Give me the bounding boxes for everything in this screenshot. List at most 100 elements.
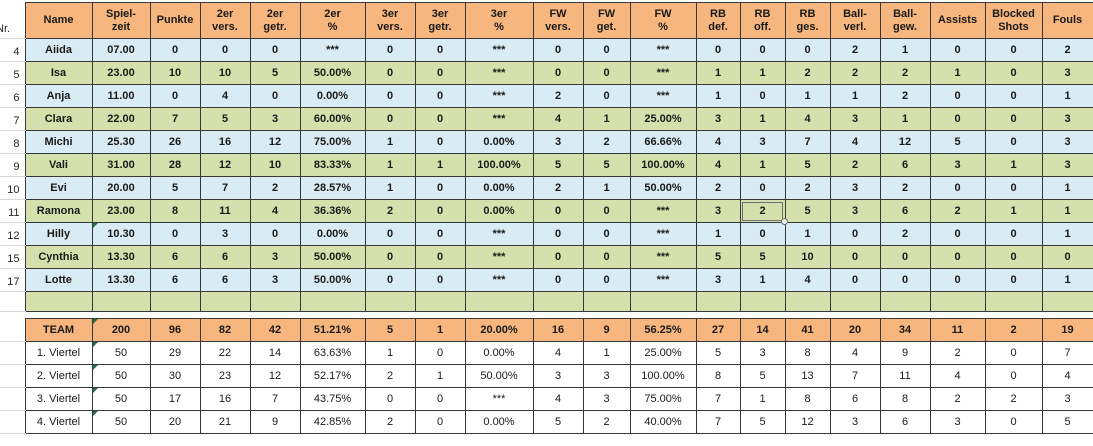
- empty-cell[interactable]: [464, 291, 534, 312]
- empty-cell[interactable]: [149, 291, 201, 312]
- stats-cell[interactable]: 4: [532, 341, 584, 365]
- row-number-cell[interactable]: 11: [0, 199, 25, 223]
- stats-cell[interactable]: 0: [784, 38, 831, 62]
- stats-cell[interactable]: 1: [582, 341, 631, 365]
- stats-cell[interactable]: 0.00%: [299, 84, 366, 108]
- stats-cell[interactable]: 0: [364, 107, 416, 131]
- empty-spacer-cell[interactable]: [25, 311, 1093, 319]
- stats-cell[interactable]: 40.00%: [629, 410, 697, 434]
- stats-cell[interactable]: 1: [364, 341, 416, 365]
- name-cell[interactable]: Cynthia: [24, 245, 93, 269]
- stats-cell[interactable]: 2: [929, 199, 986, 223]
- stats-cell[interactable]: 16: [532, 318, 584, 342]
- stats-cell[interactable]: 25.30: [91, 130, 151, 154]
- stats-cell[interactable]: 9: [249, 410, 301, 434]
- stats-cell[interactable]: 5: [739, 364, 786, 388]
- column-header-cell[interactable]: 3er getr.: [414, 2, 466, 39]
- stats-cell[interactable]: 10: [784, 245, 831, 269]
- stats-cell[interactable]: 5: [249, 61, 301, 85]
- row-number-cell[interactable]: [0, 341, 25, 365]
- stats-cell[interactable]: 42: [249, 318, 301, 342]
- stats-cell[interactable]: 3: [1041, 61, 1093, 85]
- stats-cell[interactable]: 52.17%: [299, 364, 366, 388]
- stats-cell[interactable]: 22: [199, 341, 251, 365]
- row-number-cell[interactable]: 17: [0, 268, 25, 292]
- stats-cell[interactable]: 23.00: [91, 61, 151, 85]
- empty-cell[interactable]: [532, 291, 584, 312]
- stats-cell[interactable]: 3: [739, 341, 786, 365]
- stats-cell[interactable]: 0: [532, 245, 584, 269]
- stats-cell[interactable]: 8: [695, 364, 741, 388]
- stats-cell[interactable]: 0: [829, 222, 881, 246]
- stats-cell[interactable]: 1: [1041, 84, 1093, 108]
- stats-cell[interactable]: 0: [929, 38, 986, 62]
- column-header-cell[interactable]: Name: [24, 2, 93, 39]
- column-header-cell[interactable]: Assists: [929, 2, 986, 39]
- stats-cell[interactable]: 4: [784, 268, 831, 292]
- row-number-cell[interactable]: 6: [0, 84, 25, 108]
- stats-cell[interactable]: 0: [414, 176, 466, 200]
- stats-cell[interactable]: 0.00%: [464, 199, 534, 223]
- stats-cell[interactable]: 5: [784, 153, 831, 177]
- stats-cell[interactable]: 0: [149, 38, 201, 62]
- stats-cell[interactable]: 0: [414, 38, 466, 62]
- empty-cell[interactable]: [199, 291, 251, 312]
- stats-cell[interactable]: 2: [829, 153, 881, 177]
- stats-cell[interactable]: 3: [582, 387, 631, 411]
- column-header-cell[interactable]: FW %: [629, 2, 697, 39]
- stats-cell[interactable]: 6: [199, 245, 251, 269]
- stats-cell[interactable]: 0: [1041, 245, 1093, 269]
- stats-cell[interactable]: 41: [784, 318, 831, 342]
- stats-cell[interactable]: 100.00%: [629, 364, 697, 388]
- stats-cell[interactable]: ***: [464, 268, 534, 292]
- stats-cell[interactable]: 6: [149, 245, 201, 269]
- stats-cell[interactable]: 50: [91, 341, 151, 365]
- stats-cell[interactable]: 50.00%: [299, 245, 366, 269]
- stats-cell[interactable]: 3: [695, 199, 741, 223]
- stats-cell[interactable]: 1: [879, 38, 931, 62]
- stats-cell[interactable]: 3: [199, 222, 251, 246]
- stats-cell[interactable]: 3: [249, 245, 301, 269]
- stats-cell[interactable]: 0: [929, 222, 986, 246]
- stats-cell[interactable]: 2: [829, 61, 881, 85]
- stats-cell[interactable]: 0: [364, 84, 416, 108]
- row-number-cell[interactable]: [0, 291, 25, 312]
- stats-cell[interactable]: 0: [414, 387, 466, 411]
- stats-cell[interactable]: 2: [929, 341, 986, 365]
- column-header-cell[interactable]: FW get.: [582, 2, 631, 39]
- stats-cell[interactable]: 5: [582, 153, 631, 177]
- stats-cell[interactable]: 19: [1041, 318, 1093, 342]
- stats-cell[interactable]: 1: [739, 153, 786, 177]
- stats-cell[interactable]: 25.00%: [629, 107, 697, 131]
- row-number-cell[interactable]: [0, 434, 25, 444]
- stats-cell[interactable]: 0: [984, 38, 1043, 62]
- stats-cell[interactable]: 3: [582, 364, 631, 388]
- stats-cell[interactable]: 4: [829, 341, 881, 365]
- column-header-cell[interactable]: 2er %: [299, 2, 366, 39]
- stats-cell[interactable]: 0: [739, 84, 786, 108]
- row-number-cell[interactable]: 10: [0, 176, 25, 200]
- stats-cell[interactable]: 0: [532, 268, 584, 292]
- stats-cell[interactable]: 0: [249, 38, 301, 62]
- stats-cell[interactable]: 3: [929, 153, 986, 177]
- stats-cell[interactable]: 0: [739, 222, 786, 246]
- stats-cell[interactable]: 200: [91, 318, 151, 342]
- stats-cell[interactable]: 0: [929, 268, 986, 292]
- column-header-cell[interactable]: RB ges.: [784, 2, 831, 39]
- stats-cell[interactable]: 7: [695, 387, 741, 411]
- stats-cell[interactable]: 3: [532, 364, 584, 388]
- stats-cell[interactable]: 27: [695, 318, 741, 342]
- stats-cell[interactable]: 4: [829, 130, 881, 154]
- empty-cell[interactable]: [695, 291, 741, 312]
- stats-cell[interactable]: 2: [695, 176, 741, 200]
- row-number-cell[interactable]: [0, 387, 25, 411]
- stats-cell[interactable]: 0: [695, 38, 741, 62]
- stats-cell[interactable]: 13: [784, 364, 831, 388]
- stats-cell[interactable]: 11: [199, 199, 251, 223]
- column-header-cell[interactable]: Fouls: [1041, 2, 1093, 39]
- stats-cell[interactable]: 12: [249, 364, 301, 388]
- stats-cell[interactable]: ***: [464, 38, 534, 62]
- stats-cell[interactable]: 20: [149, 410, 201, 434]
- empty-cell[interactable]: [364, 291, 416, 312]
- stats-cell[interactable]: 56.25%: [629, 318, 697, 342]
